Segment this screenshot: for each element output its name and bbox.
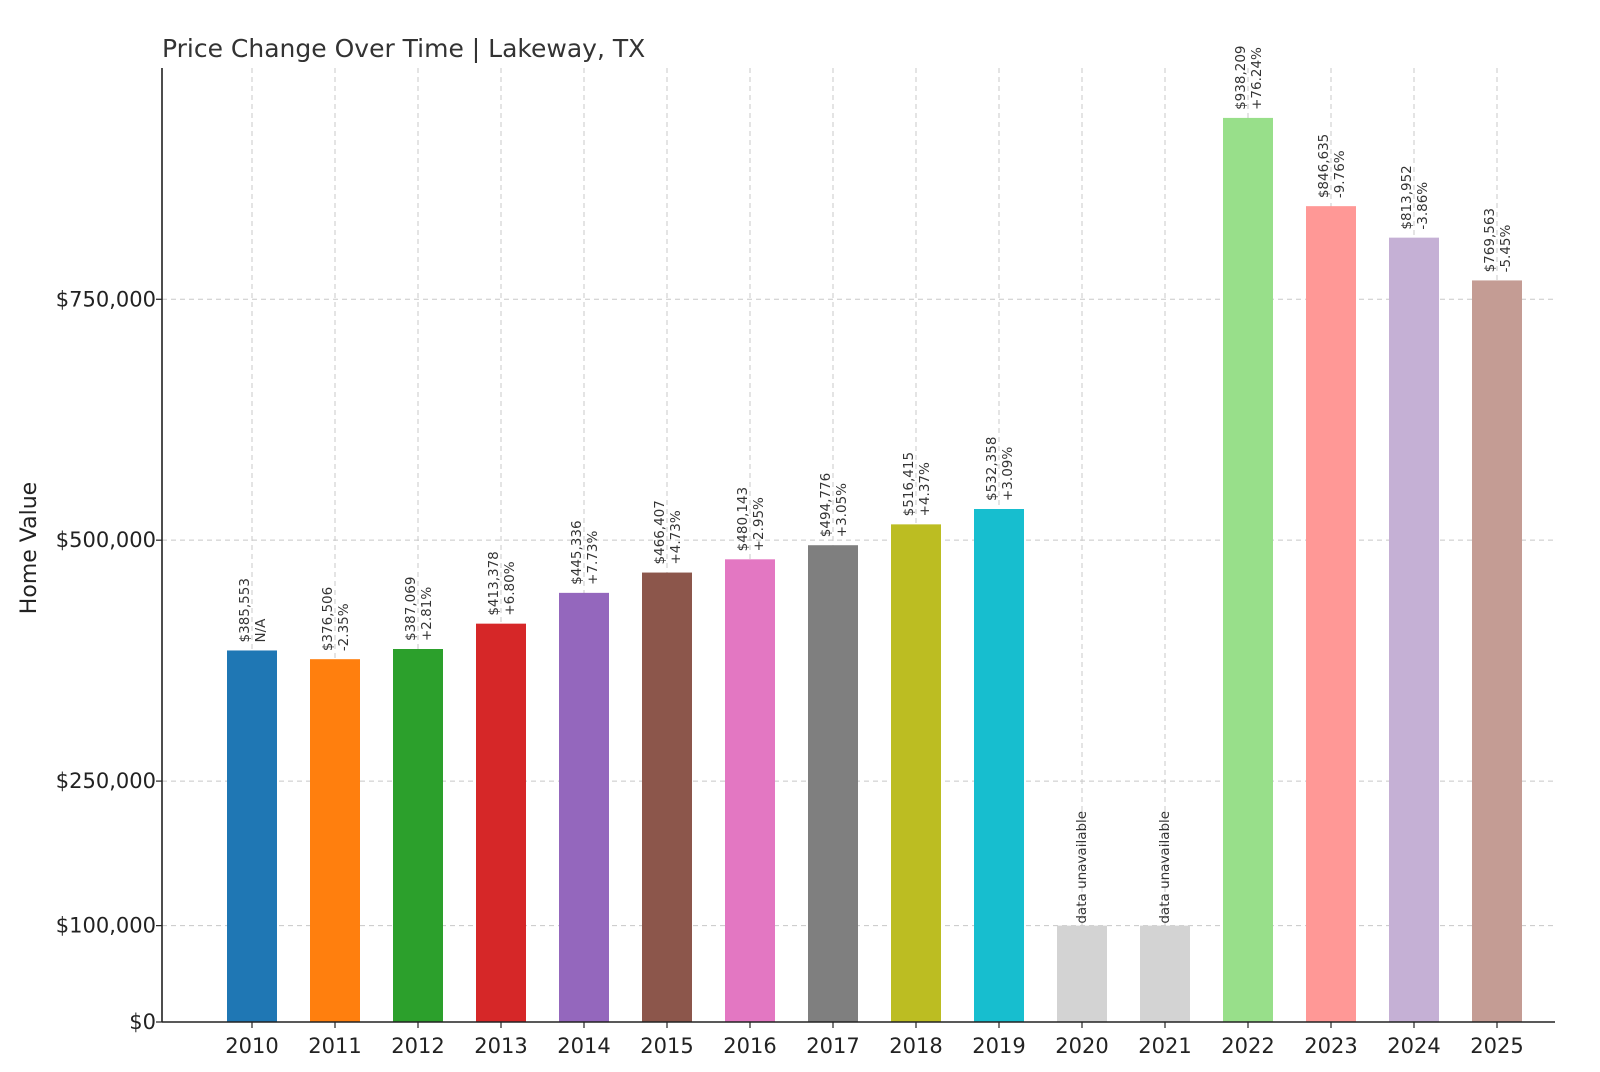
y-tick-label: $750,000 [56, 287, 156, 311]
bar-value-label: $387,069 [403, 577, 419, 641]
chart-title: Price Change Over Time | Lakeway, TX [162, 34, 645, 63]
x-tick-label: 2012 [391, 1034, 444, 1058]
bar-change-label: -5.45% [1498, 224, 1514, 272]
bar-value-label: $938,209 [1233, 45, 1249, 109]
bar-value-label: $846,635 [1316, 134, 1332, 198]
bar-change-label: +7.73% [585, 530, 601, 584]
x-tick-label: 2016 [723, 1034, 776, 1058]
bar-2025 [1472, 280, 1522, 1022]
bar-value-label: $494,776 [818, 473, 834, 537]
bar-2014 [559, 592, 609, 1022]
bar-2023 [1306, 206, 1356, 1022]
x-tick-label: 2020 [1055, 1034, 1108, 1058]
x-tick-label: 2010 [225, 1034, 278, 1058]
bar-value-label: $376,506 [320, 587, 336, 651]
bar-2012 [393, 649, 443, 1022]
bar-value-label: $532,358 [984, 437, 1000, 501]
bar-2011 [310, 659, 360, 1022]
bar-change-label: +2.95% [751, 497, 767, 551]
bars [227, 117, 1522, 1023]
bar-2021 [1140, 925, 1190, 1022]
x-tick-label: 2018 [889, 1034, 942, 1058]
bar-2013 [476, 623, 526, 1022]
x-tick-label: 2025 [1470, 1034, 1523, 1058]
y-tick-label: $500,000 [56, 528, 156, 552]
bar-value-label: $516,415 [901, 452, 917, 516]
bar-value-label: data unavailable [1074, 811, 1090, 924]
bar-value-label: $385,553 [237, 578, 253, 642]
bar-2024 [1389, 237, 1439, 1023]
y-tick-label: $0 [129, 1010, 156, 1034]
x-tick-label: 2021 [1138, 1034, 1191, 1058]
y-axis-label: Home Value [17, 482, 42, 614]
bar-value-label: data unavailable [1157, 811, 1173, 924]
bar-change-label: -9.76% [1332, 150, 1348, 198]
bar-2015 [642, 572, 692, 1022]
bar-2020 [1057, 925, 1107, 1022]
x-tick-label: 2017 [806, 1034, 859, 1058]
x-tick-label: 2022 [1221, 1034, 1274, 1058]
bar-value-label: $813,952 [1399, 165, 1415, 229]
bar-2018 [891, 524, 941, 1022]
x-tick-label: 2019 [972, 1034, 1025, 1058]
x-tick-label: 2023 [1304, 1034, 1357, 1058]
bar-value-label: $445,336 [569, 520, 585, 584]
axes [156, 68, 1555, 1028]
y-tick-label: $100,000 [56, 914, 156, 938]
bar-change-label: -3.86% [1415, 182, 1431, 230]
bar-2017 [808, 545, 858, 1022]
bar-change-label: +3.09% [1000, 447, 1016, 501]
bar-value-label: $413,378 [486, 551, 502, 615]
bar-value-label: $466,407 [652, 500, 668, 564]
y-tick-label: $250,000 [56, 769, 156, 793]
bar-change-label: N/A [253, 618, 269, 643]
x-tick-label: 2011 [308, 1034, 361, 1058]
bar-value-label: $480,143 [735, 487, 751, 551]
bar-change-label: +2.81% [419, 587, 435, 641]
x-tick-label: 2014 [557, 1034, 610, 1058]
tick-labels: $0 $100,000 $250,000 $500,000 $750,000 2010 20… [56, 287, 1524, 1058]
bar-2016 [725, 559, 775, 1022]
bar-2019 [974, 509, 1024, 1022]
bar-labels: $385,553 N/A $376,506 -2.35% $387,069 +2.81% $… [237, 45, 1514, 923]
x-tick-label: 2015 [640, 1034, 693, 1058]
bar-value-label: $769,563 [1482, 208, 1498, 272]
bar-change-label: +4.37% [917, 462, 933, 516]
bar-change-label: +6.80% [502, 561, 518, 615]
bar-change-label: +4.73% [668, 510, 684, 564]
x-tick-label: 2024 [1387, 1034, 1440, 1058]
bar-change-label: +76.24% [1249, 47, 1265, 110]
bar-2022 [1223, 117, 1273, 1022]
bar-2010 [227, 650, 277, 1022]
x-tick-label: 2013 [474, 1034, 527, 1058]
bar-change-label: -2.35% [336, 603, 352, 651]
bar-change-label: +3.05% [834, 483, 850, 537]
